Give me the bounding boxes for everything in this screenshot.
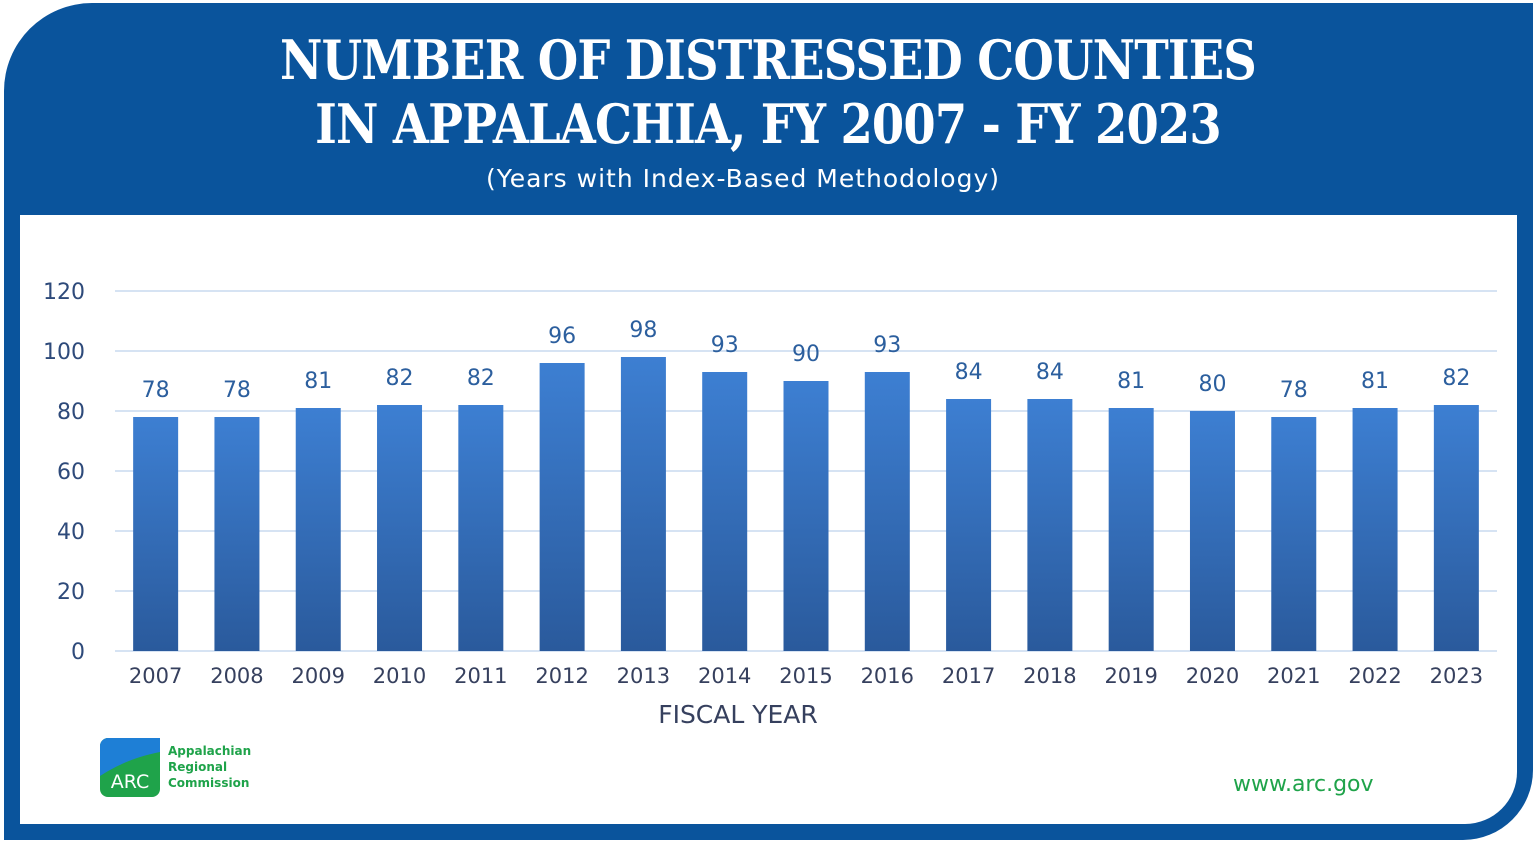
bar-2014 <box>702 372 748 651</box>
data-label: 78 <box>142 378 170 403</box>
x-tick-label: 2018 <box>1023 664 1076 688</box>
logo-line: Appalachian <box>168 744 252 758</box>
data-label: 98 <box>629 318 657 343</box>
x-tick-label: 2015 <box>779 664 832 688</box>
logo-line: Commission <box>168 776 250 790</box>
x-tick-label: 2020 <box>1186 664 1239 688</box>
bar-2020 <box>1189 411 1235 651</box>
x-tick-label: 2009 <box>292 664 345 688</box>
x-tick-label: 2013 <box>617 664 670 688</box>
data-label: 82 <box>386 366 414 391</box>
data-label: 93 <box>873 333 901 358</box>
data-label: 81 <box>1117 369 1145 394</box>
title-line-1: NUMBER OF DISTRESSED COUNTIES <box>280 28 1257 92</box>
bar-2015 <box>783 381 829 651</box>
y-tick-label: 20 <box>57 580 85 605</box>
x-tick-label: 2012 <box>535 664 588 688</box>
y-tick-label: 60 <box>57 460 85 485</box>
logo-text: Appalachian Regional Commission <box>168 743 251 791</box>
bar-2021 <box>1271 417 1317 651</box>
bar-2013 <box>620 357 666 651</box>
bar-2016 <box>864 372 910 651</box>
bar-2012 <box>539 363 585 651</box>
data-label: 84 <box>1036 360 1064 385</box>
data-label: 81 <box>1361 369 1389 394</box>
x-tick-label: 2007 <box>129 664 182 688</box>
data-label: 84 <box>955 360 983 385</box>
bar-2019 <box>1108 408 1154 651</box>
data-label: 82 <box>467 366 495 391</box>
data-label: 93 <box>711 333 739 358</box>
data-label: 81 <box>304 369 332 394</box>
title-line-2: IN APPALACHIA, FY 2007 - FY 2023 <box>315 92 1222 156</box>
x-tick-label: 2011 <box>454 664 507 688</box>
data-label: 80 <box>1198 372 1226 397</box>
bar-2018 <box>1027 399 1073 651</box>
x-tick-label: 2014 <box>698 664 751 688</box>
y-tick-label: 40 <box>57 520 85 545</box>
bar-2011 <box>458 405 504 651</box>
logo-line: Regional <box>168 760 228 774</box>
y-tick-label: 0 <box>71 640 85 665</box>
bar-2009 <box>295 408 341 651</box>
data-label: 78 <box>223 378 251 403</box>
data-label: 90 <box>792 342 820 367</box>
bar-2007 <box>133 417 179 651</box>
x-tick-label: 2008 <box>210 664 263 688</box>
x-tick-label: 2016 <box>861 664 914 688</box>
x-tick-label: 2021 <box>1267 664 1320 688</box>
chart-title: NUMBER OF DISTRESSED COUNTIES IN APPALAC… <box>108 28 1429 156</box>
website-link[interactable]: www.arc.gov <box>1233 772 1374 797</box>
y-tick-label: 80 <box>57 400 85 425</box>
bar-2023 <box>1433 405 1479 651</box>
x-axis-label: FISCAL YEAR <box>658 700 818 729</box>
chart-panel <box>20 215 1517 824</box>
x-tick-label: 2022 <box>1348 664 1401 688</box>
arc-logo: ARC <box>100 738 160 797</box>
x-tick-label: 2019 <box>1104 664 1157 688</box>
bar-2022 <box>1352 408 1398 651</box>
data-label: 82 <box>1442 366 1470 391</box>
data-label: 78 <box>1280 378 1308 403</box>
x-tick-label: 2017 <box>942 664 995 688</box>
bar-2010 <box>377 405 423 651</box>
logo-abbr: ARC <box>111 771 150 793</box>
data-label: 96 <box>548 324 576 349</box>
chart-subtitle: (Years with Index-Based Methodology) <box>485 164 1000 193</box>
bar-2008 <box>214 417 260 651</box>
x-tick-label: 2023 <box>1430 664 1483 688</box>
y-tick-label: 100 <box>43 340 85 365</box>
x-tick-label: 2010 <box>373 664 426 688</box>
y-tick-label: 120 <box>43 280 85 305</box>
bar-2017 <box>946 399 992 651</box>
